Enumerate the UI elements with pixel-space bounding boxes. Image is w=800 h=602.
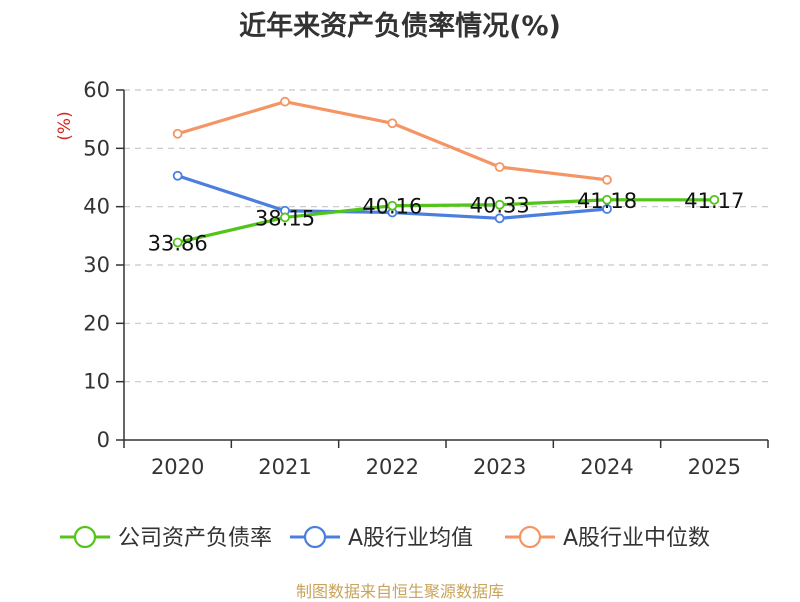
data-point bbox=[602, 174, 612, 185]
legend-marker bbox=[518, 525, 542, 549]
y-axis-label: (%) bbox=[55, 111, 75, 140]
data-point bbox=[602, 194, 612, 205]
series-layer bbox=[172, 96, 720, 248]
x-tick-label: 2024 bbox=[580, 455, 633, 479]
data-point bbox=[709, 194, 720, 205]
data-point bbox=[494, 162, 505, 172]
label-layer: 33.86 38.15 40.16 40.33 41.18 41.17 bbox=[148, 189, 745, 256]
data-point bbox=[494, 199, 505, 210]
data-source-note: 制图数据来自恒生聚源数据库 bbox=[295, 582, 504, 601]
legend-item-2[interactable]: A股行业中位数 bbox=[505, 525, 710, 551]
data-point bbox=[602, 204, 612, 214]
data-label: 41.18 bbox=[577, 189, 637, 213]
data-point bbox=[280, 96, 290, 107]
data-label: 40.33 bbox=[470, 194, 530, 218]
data-label: 40.16 bbox=[362, 195, 422, 219]
y-tick-label: 60 bbox=[83, 78, 110, 102]
data-point bbox=[494, 213, 505, 224]
legend-marker bbox=[73, 525, 97, 549]
x-tick-label: 2021 bbox=[258, 455, 311, 479]
data-label: 38.15 bbox=[255, 206, 315, 230]
data-point bbox=[280, 212, 290, 223]
legend[interactable]: 公司资产负债率 A股行业均值 A股行业中位数 bbox=[60, 525, 710, 551]
legend-label: A股行业中位数 bbox=[563, 526, 710, 551]
legend-item-0[interactable]: 公司资产负债率 bbox=[60, 525, 272, 551]
legend-label: A股行业均值 bbox=[348, 526, 473, 551]
data-label: 41.17 bbox=[684, 189, 744, 213]
series-line-0 bbox=[177, 198, 715, 245]
data-point bbox=[172, 170, 183, 181]
data-point bbox=[387, 200, 398, 211]
y-tick-label: 20 bbox=[83, 311, 110, 335]
x-tick-label: 2025 bbox=[688, 455, 741, 479]
y-tick-label: 40 bbox=[83, 195, 110, 219]
data-point bbox=[387, 118, 398, 129]
y-tick-label: 30 bbox=[83, 253, 110, 277]
x-tick-label: 2022 bbox=[366, 455, 419, 479]
data-point bbox=[172, 237, 183, 248]
x-tick-label: 2020 bbox=[151, 455, 204, 479]
grid-layer bbox=[124, 89, 768, 383]
data-label: 33.86 bbox=[148, 231, 208, 255]
data-point bbox=[172, 128, 183, 139]
axis-layer: 0 10 20 30 40 50 60 2020 2021 2022 2023 2024 2025 (%) bbox=[55, 78, 769, 479]
chart-title: 近年来资产负债率情况(%) bbox=[239, 11, 561, 42]
x-tick-label: 2023 bbox=[473, 455, 526, 479]
y-tick-label: 0 bbox=[97, 428, 110, 452]
y-tick-label: 50 bbox=[83, 136, 110, 160]
legend-label: 公司资产负债率 bbox=[118, 526, 272, 551]
y-tick-label: 10 bbox=[83, 370, 110, 394]
series-line-2 bbox=[177, 100, 608, 182]
legend-marker bbox=[303, 525, 327, 549]
legend-item-1[interactable]: A股行业均值 bbox=[290, 525, 473, 551]
